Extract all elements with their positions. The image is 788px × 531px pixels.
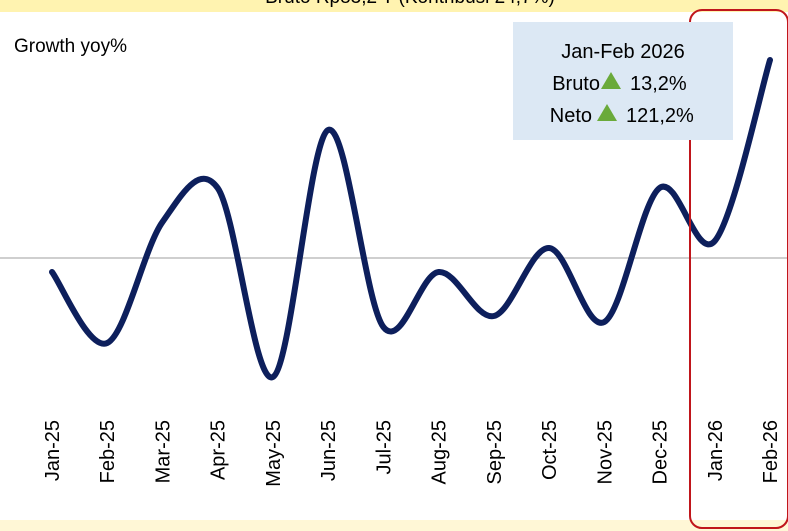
annotation-box [513, 22, 733, 140]
banner-strip [0, 0, 788, 12]
x-tick-label: Feb-25 [97, 420, 119, 483]
banner: Bruto Rp83,2 T (Kontribusi 24,7%) [265, 0, 555, 8]
annotation-label: Bruto [552, 73, 600, 95]
annotation-label: Neto [550, 105, 592, 127]
x-tick-label: Jan-25 [42, 420, 64, 481]
x-tick-label: Dec-25 [650, 420, 672, 484]
x-tick-label: Jan-26 [705, 420, 727, 481]
annotation-value: 121,2% [626, 105, 694, 127]
x-tick-label: Aug-25 [429, 420, 451, 485]
up-triangle [601, 72, 621, 89]
annotation-title: Jan-Feb 2026 [561, 41, 684, 63]
x-tick-label: May-25 [263, 420, 285, 487]
x-tick-label: Apr-25 [208, 420, 230, 480]
up-triangle [597, 104, 617, 121]
plot: Jan-25 Feb-25 Mar-25 Apr-25 May-25 Jun-25 Jul-… [0, 57, 788, 487]
x-tick-label: Jul-25 [373, 420, 395, 474]
x-tick-label: Feb-26 [760, 420, 782, 483]
y-axis-label: Growth yoy% [14, 36, 127, 57]
x-tick-label: Nov-25 [594, 420, 616, 484]
x-tick-label: Sep-25 [484, 420, 506, 485]
footer-strip [0, 520, 788, 531]
x-tick-label: Oct-25 [539, 420, 561, 480]
line-series [49, 57, 773, 381]
annotation-value: 13,2% [630, 73, 687, 95]
x-tick-label: Mar-25 [152, 420, 174, 483]
highlight-frame [689, 9, 788, 529]
x-tick-label: Jun-25 [318, 420, 340, 481]
